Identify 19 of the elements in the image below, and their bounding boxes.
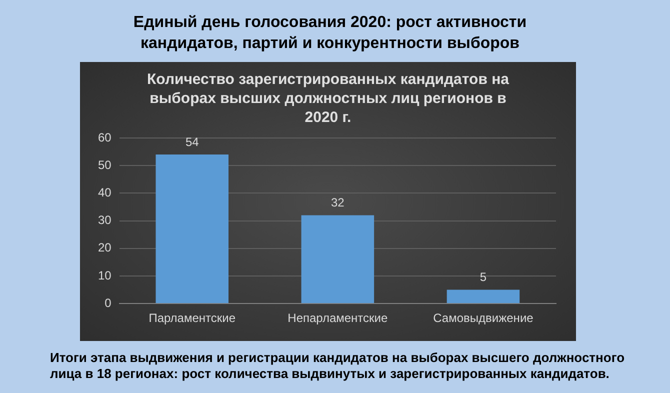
- y-tick-label: 20: [98, 240, 112, 255]
- y-tick-label: 60: [98, 130, 112, 144]
- x-tick-label: Парламентские: [148, 311, 236, 326]
- y-tick-label: 50: [98, 158, 112, 172]
- data-label: 32: [330, 196, 345, 210]
- bar: [301, 215, 374, 304]
- text: Итоги этапа выдвижения и регистрации кандидатов на выборах высшего должностного лица в 18 регионах: рост количества выдвинутых и зарегистрированных кандидатов.: [50, 350, 626, 382]
- y-tick-label: 30: [98, 213, 112, 228]
- data-label: 5: [480, 270, 487, 284]
- y-tick-label: 0: [104, 296, 112, 310]
- bar: [156, 154, 229, 304]
- y-tick-label: 10: [98, 268, 112, 282]
- y-tick-label: 40: [98, 186, 112, 200]
- x-tick-label: Самовыдвижение: [433, 311, 534, 326]
- chart-subtitle: Количество зарегистрированных кандидатов на выборах высших должностных лиц регионов в 2020 г.: [146, 70, 510, 127]
- data-label: 54: [185, 134, 200, 149]
- bar: [446, 290, 520, 304]
- x-tick-label: Непарламентские: [288, 311, 388, 326]
- chart-title: Единый день голосования 2020: рост активности кандидатов, партий и конкурентности выборов: [132, 13, 528, 54]
